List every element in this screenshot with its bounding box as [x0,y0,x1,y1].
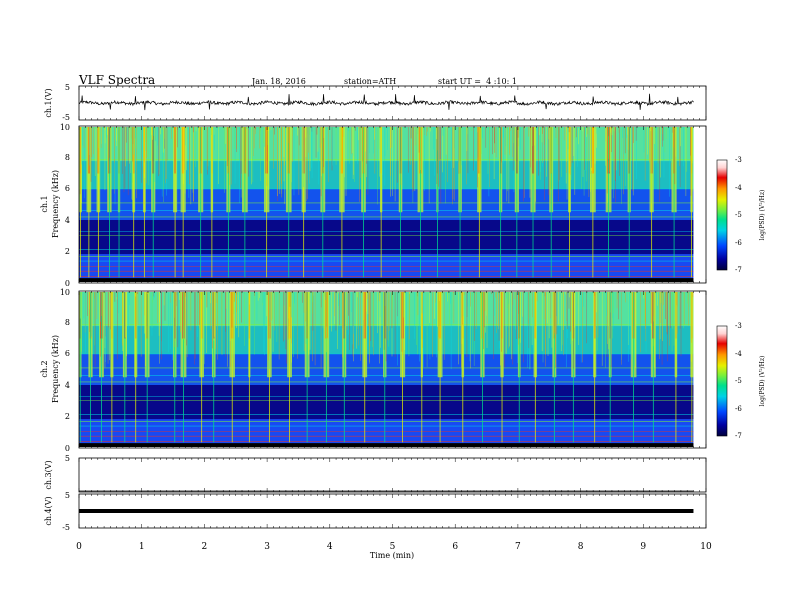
xtick-label-2: 2 [202,542,208,552]
xtick-label-7: 7 [515,542,521,552]
ch1-cbar-tick-m5: -5 [735,211,742,219]
ch2-colorbar-label: log(PSD) (V²/Hz) [759,356,766,407]
ch1-spec-ylabel: ch.1 [40,195,49,212]
ch1-ytick-bottom: -5 [62,113,70,122]
ch2-spec-band [79,385,694,420]
ch3-waveform-panel: 5 ch.3(V) [44,454,707,493]
ch2-ytick-0: 0 [65,444,70,453]
ch1-ytick-2: 2 [65,247,70,256]
ch1-ytick-8: 8 [65,153,70,162]
ch1-spec-band [79,254,694,282]
x-axis-label: Time (min) [370,551,414,560]
ch1-ytick-10: 10 [60,123,70,132]
ch2-ytick-8: 8 [65,318,70,327]
xtick-label-8: 8 [578,542,584,552]
ch4-ylabel: ch.4(V) [44,496,53,525]
ch2-spec-band-low [79,443,694,447]
header-station: station=ATH [344,77,396,86]
ch1-ytick-0: 0 [65,279,70,288]
ch1-waveform-line [79,93,694,111]
xtick-label-6: 6 [452,542,458,552]
ch2-spec-ylabel-frequency: Frequency (kHz) [51,335,60,403]
header-start-time: start UT = 4 :10: 1 [438,77,517,86]
ch1-waveform-panel: 5 -5 ch.1(V) [44,83,707,122]
ch3-ylabel: ch.3(V) [44,460,53,489]
header-date: Jan. 18, 2016 [251,77,306,86]
ch2-spec-ylabel: ch.2 [40,360,49,377]
ch1-spec-band [79,189,694,220]
ch4-ytick-bottom: -5 [62,523,70,532]
xtick-label-5: 5 [390,542,396,552]
ch3-panel-frame [78,457,707,493]
ch1-ytick-top: 5 [65,83,70,92]
ch1-colorbar: -3 -4 -5 -6 -7 log(PSD) (V²/Hz) [716,156,766,274]
figure-title: VLF Spectra [78,73,155,87]
ch4-waveform-panel: 5 -5 ch.4(V) [44,491,707,532]
ch3-ytick-top: 5 [65,454,70,463]
ch1-cbar-tick-m7: -7 [735,266,742,274]
ch1-cbar-tick-m4: -4 [735,184,742,192]
ch1-spec-band [79,220,694,255]
xtick-label-4: 4 [327,542,333,552]
ch1-spec-band-low [79,278,694,282]
ch2-cbar-tick-m6: -6 [735,405,742,413]
xtick-label-1: 1 [139,542,145,552]
ch1-spec-band [79,127,694,162]
ch1-spectrogram-panel: 0 2 4 6 8 10 ch.1 Frequency (kHz) [40,123,707,288]
xtick-label-0: 0 [76,542,82,552]
ch4-ytick-top: 5 [65,491,70,500]
ch2-cbar-tick-m3: -3 [735,322,742,330]
x-axis: 0 1 2 3 4 5 6 7 8 9 10 Time (min) [76,542,712,560]
ch1-cbar-tick-m6: -6 [735,239,742,247]
ch2-spec-band [79,419,694,447]
ch2-ytick-10: 10 [60,288,70,297]
ch2-cbar-tick-m5: -5 [735,377,742,385]
xtick-label-9: 9 [640,542,646,552]
ch2-cbar-tick-m7: -7 [735,432,742,440]
ch1-colorbar-label: log(PSD) (V²/Hz) [759,190,766,241]
ch2-ytick-2: 2 [65,412,70,421]
ch1-cbar-tick-m3: -3 [735,156,742,164]
ch2-spectrogram-panel: 0 2 4 6 8 10 ch.2 Frequency (kHz) [40,288,707,453]
ch2-cbar-tick-m4: -4 [735,350,742,358]
ch2-colorbar: -3 -4 -5 -6 -7 log(PSD) (V²/Hz) [716,322,766,440]
ch2-colorbar-gradient [716,325,728,437]
ch1-ytick-4: 4 [65,216,70,225]
ch2-ytick-6: 6 [65,349,70,358]
xtick-label-3: 3 [264,542,270,552]
ch1-ylabel: ch.1(V) [44,88,53,117]
ch2-ytick-4: 4 [65,381,70,390]
ch1-spec-ylabel-frequency: Frequency (kHz) [51,170,60,238]
ch1-ytick-6: 6 [65,184,70,193]
ch1-colorbar-gradient [716,159,728,271]
xtick-label-10: 10 [700,542,712,552]
